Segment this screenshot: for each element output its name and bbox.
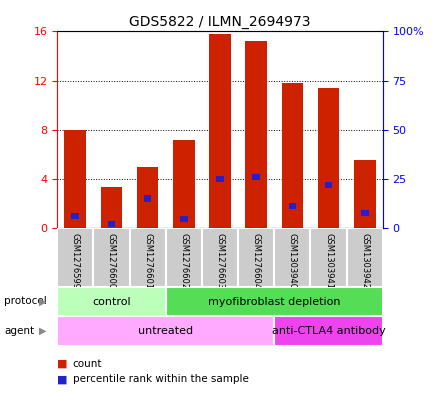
Bar (173, 140, 194, 228)
Bar (274, 228, 311, 287)
Bar (57, 316, 274, 346)
Text: protocol: protocol (4, 296, 47, 307)
Text: GSM1303942: GSM1303942 (360, 233, 369, 288)
Bar (354, 160, 376, 228)
Bar (246, 41, 267, 228)
Bar (166, 228, 202, 287)
Bar (57, 287, 166, 316)
Bar (71, 213, 79, 219)
Bar (289, 203, 296, 209)
Text: ▶: ▶ (39, 326, 47, 336)
Bar (216, 176, 224, 182)
Text: ■: ■ (57, 374, 68, 384)
Text: control: control (92, 297, 131, 307)
Text: anti-CTLA4 antibody: anti-CTLA4 antibody (271, 326, 385, 336)
Bar (318, 88, 339, 228)
Bar (361, 210, 369, 216)
Text: agent: agent (4, 326, 34, 336)
Bar (325, 182, 332, 188)
Text: GSM1276603: GSM1276603 (216, 233, 224, 289)
Text: GSM1276604: GSM1276604 (252, 233, 260, 289)
Text: GSM1276602: GSM1276602 (180, 233, 188, 289)
Bar (166, 287, 383, 316)
Bar (202, 228, 238, 287)
Text: ■: ■ (57, 358, 68, 369)
Bar (64, 130, 86, 228)
Bar (180, 216, 187, 222)
Bar (137, 167, 158, 228)
Text: count: count (73, 358, 102, 369)
Text: GSM1303941: GSM1303941 (324, 233, 333, 288)
Bar (282, 83, 303, 228)
Bar (101, 187, 122, 228)
Text: GSM1276601: GSM1276601 (143, 233, 152, 289)
Bar (238, 228, 274, 287)
Text: GSM1276599: GSM1276599 (71, 233, 80, 288)
Text: percentile rank within the sample: percentile rank within the sample (73, 374, 249, 384)
Bar (57, 228, 93, 287)
Title: GDS5822 / ILMN_2694973: GDS5822 / ILMN_2694973 (129, 15, 311, 29)
Text: untreated: untreated (138, 326, 193, 336)
Bar (253, 174, 260, 180)
Bar (129, 228, 166, 287)
Text: GSM1276600: GSM1276600 (107, 233, 116, 289)
Text: GSM1303940: GSM1303940 (288, 233, 297, 288)
Bar (144, 195, 151, 202)
Bar (347, 228, 383, 287)
Bar (274, 316, 383, 346)
Bar (209, 34, 231, 228)
Text: myofibroblast depletion: myofibroblast depletion (208, 297, 341, 307)
Bar (93, 228, 129, 287)
Text: ▶: ▶ (39, 296, 47, 307)
Bar (108, 221, 115, 227)
Bar (311, 228, 347, 287)
